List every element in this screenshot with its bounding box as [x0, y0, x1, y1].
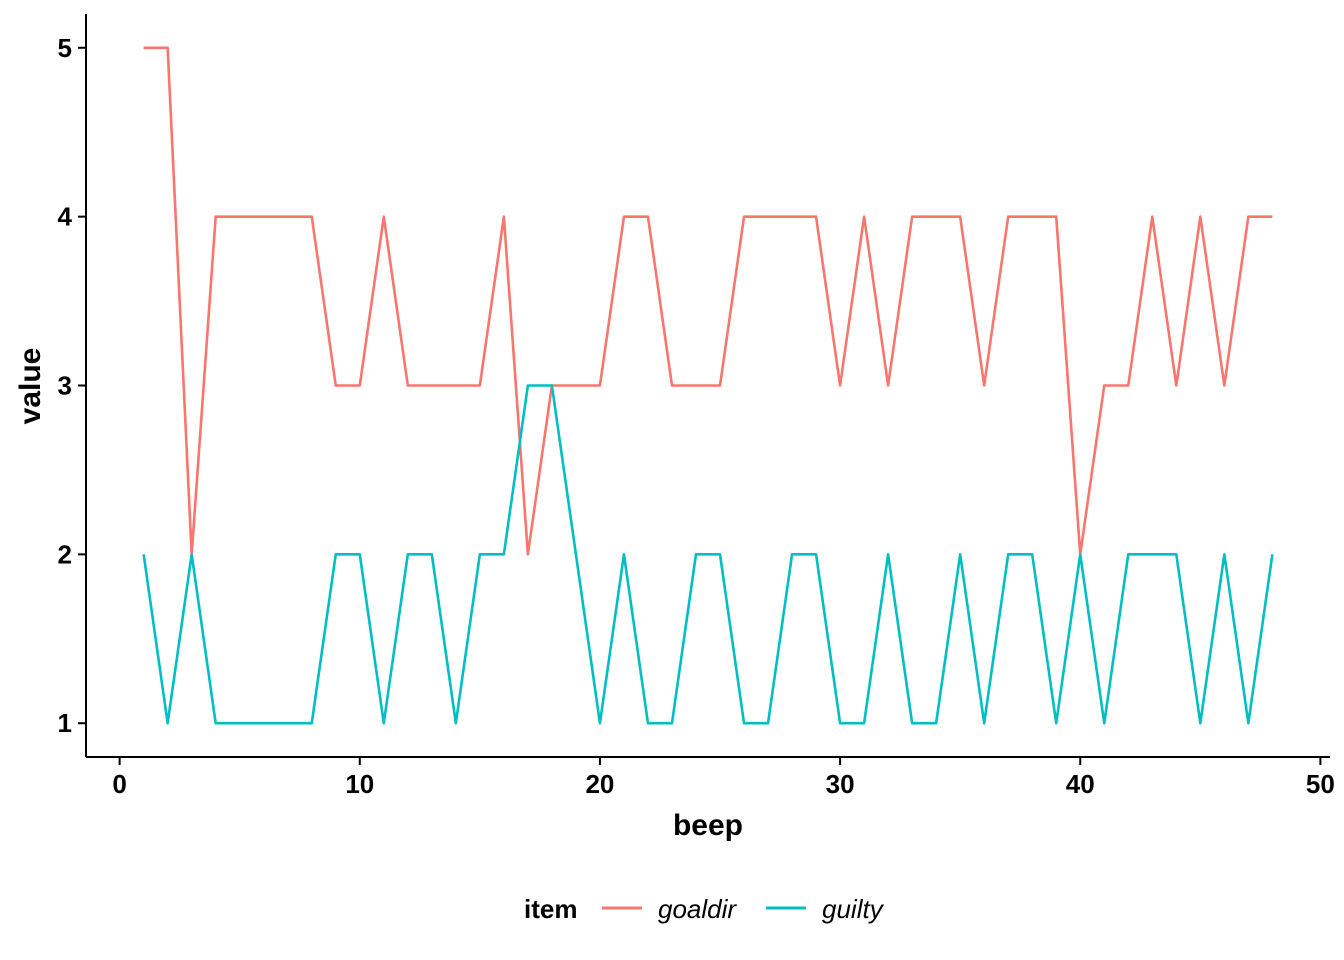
- series-line-guilty: [142, 384, 1274, 725]
- legend-label-guilty: guilty: [822, 894, 885, 924]
- y-tick-label-4: 4: [58, 202, 73, 232]
- x-tick-label-50: 50: [1306, 769, 1335, 799]
- x-tick-label-10: 10: [345, 769, 374, 799]
- legend: item goaldir guilty: [524, 894, 885, 924]
- x-axis-title: beep: [673, 809, 743, 842]
- y-tick-label-1: 1: [58, 708, 72, 738]
- y-tick-label-3: 3: [58, 371, 72, 401]
- y-tick-label-5: 5: [58, 33, 72, 63]
- x-tick-label-0: 0: [112, 769, 126, 799]
- y-tick-label-2: 2: [58, 539, 72, 569]
- series-lines: [142, 46, 1274, 725]
- ticks: 0 10 20 30 40 50 1 2 3 4 5: [58, 33, 1335, 799]
- x-tick-label-40: 40: [1066, 769, 1095, 799]
- legend-title: item: [524, 894, 577, 924]
- series-line-goaldir: [143, 46, 1273, 556]
- y-axis-title: value: [14, 348, 47, 425]
- x-tick-label-20: 20: [585, 769, 614, 799]
- x-tick-label-30: 30: [826, 769, 855, 799]
- legend-label-goaldir: goaldir: [658, 894, 737, 924]
